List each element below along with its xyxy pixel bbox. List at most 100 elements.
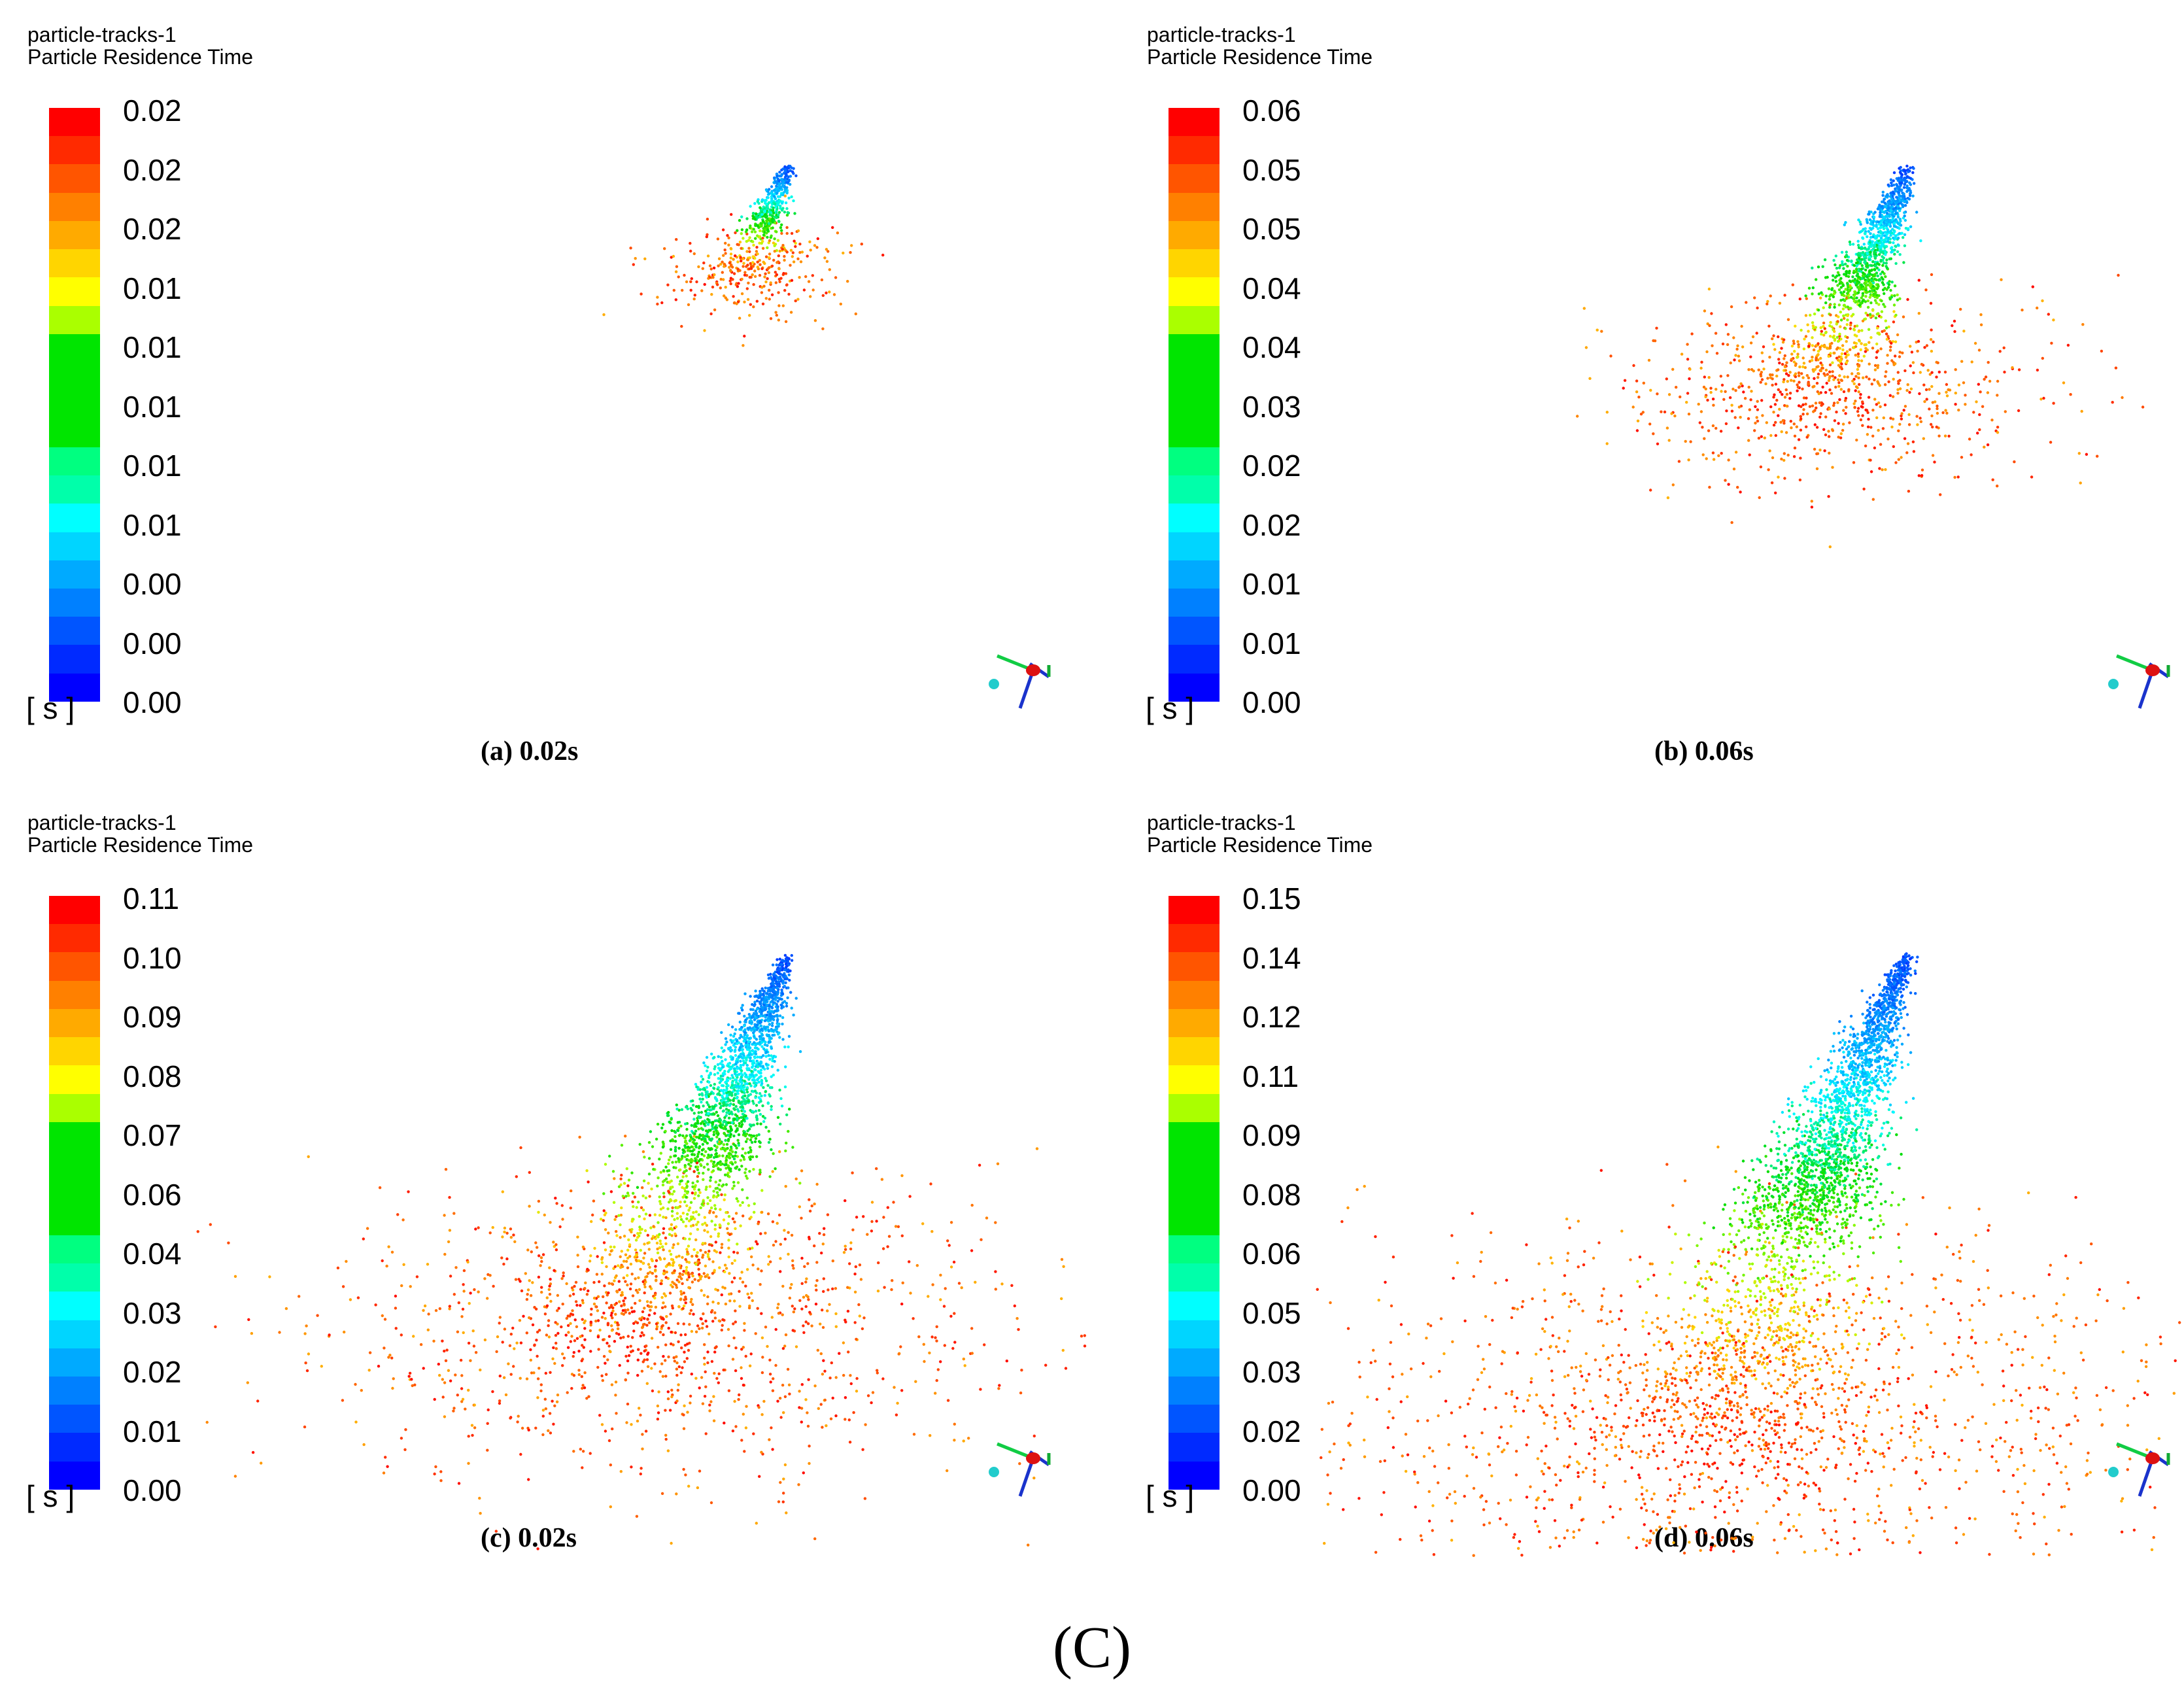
- legend-tick-label: 0.00: [123, 1473, 182, 1507]
- legend-color-band: [49, 334, 100, 363]
- plot-panel: particle-tracks-1 Particle Residence Time…: [1119, 0, 2184, 785]
- figure-label: (C): [1053, 1615, 1131, 1680]
- legend-tick-label: 0.05: [1242, 212, 1301, 246]
- legend-unit: [ s ]: [26, 1479, 75, 1513]
- axis-triad-icon: [2108, 1442, 2170, 1497]
- panel-caption: (a) 0.02s: [481, 736, 579, 766]
- legend-tick-label: 0.09: [123, 1000, 182, 1034]
- plot-panel: particle-tracks-1 Particle Residence Time…: [0, 788, 1092, 1573]
- legend-color-band: [1169, 504, 1220, 532]
- color-legend-bar: [49, 108, 100, 702]
- particle-scatter-plot: [1576, 164, 2170, 709]
- legend-color-band: [1169, 1065, 1220, 1094]
- legend-tick-label: 0.12: [1242, 1000, 1301, 1034]
- plot-variable: Particle Residence Time: [27, 45, 254, 69]
- plot-variable: Particle Residence Time: [1147, 833, 1373, 857]
- legend-tick-label: 0.02: [1242, 1414, 1301, 1448]
- legend-color-band: [1169, 532, 1220, 560]
- legend-color-band: [49, 588, 100, 617]
- legend-color-band: [49, 475, 100, 504]
- legend-color-band: [49, 532, 100, 560]
- plot-title: particle-tracks-1: [27, 23, 177, 46]
- legend-color-band: [1169, 924, 1220, 953]
- legend-tick-label: 0.09: [1242, 1118, 1301, 1152]
- legend-color-band: [1169, 673, 1220, 702]
- legend-color-band: [49, 896, 100, 925]
- legend-tick-label: 0.02: [123, 1355, 182, 1389]
- legend-color-band: [1169, 249, 1220, 278]
- legend-tick-label: 0.00: [123, 685, 182, 719]
- legend-color-band: [49, 1405, 100, 1433]
- legend-color-band: [1169, 390, 1220, 419]
- plot-variable: Particle Residence Time: [27, 833, 254, 857]
- legend-color-band: [1169, 220, 1220, 250]
- legend-color-band: [49, 1348, 100, 1377]
- plot-variable: Particle Residence Time: [1147, 45, 1373, 69]
- plot-title: particle-tracks-1: [1147, 23, 1296, 46]
- legend-color-band: [49, 617, 100, 645]
- legend-color-band: [49, 1037, 100, 1066]
- legend-color-band: [49, 108, 100, 137]
- legend-color-band: [1169, 1263, 1220, 1292]
- legend-color-band: [1169, 334, 1220, 363]
- legend-color-band: [49, 447, 100, 476]
- legend-tick-label: 0.01: [123, 1414, 182, 1448]
- legend-tick-label: 0.11: [1242, 1059, 1299, 1093]
- legend-unit: [ s ]: [1146, 691, 1195, 725]
- legend-tick-label: 0.02: [123, 94, 182, 128]
- legend-tick-label: 0.00: [123, 626, 182, 660]
- legend-color-band: [49, 305, 100, 334]
- legend-color-band: [1169, 980, 1220, 1009]
- legend-color-band: [1169, 419, 1220, 447]
- legend-color-band: [1169, 896, 1220, 925]
- legend-tick-label: 0.04: [123, 1237, 182, 1271]
- legend-color-band: [1169, 645, 1220, 674]
- legend-color-band: [1169, 1037, 1220, 1066]
- legend-color-band: [1169, 1150, 1220, 1179]
- legend-tick-label: 0.11: [123, 882, 180, 916]
- legend-color-band: [1169, 192, 1220, 221]
- legend-tick-label: 0.08: [123, 1059, 182, 1093]
- legend-color-band: [1169, 1433, 1220, 1462]
- legend-tick-label: 0.01: [123, 271, 182, 305]
- legend-color-band: [49, 645, 100, 674]
- legend-color-band: [49, 1178, 100, 1207]
- legend-color-band: [1169, 108, 1220, 137]
- legend-color-band: [49, 220, 100, 250]
- legend-tick-label: 0.01: [123, 507, 182, 542]
- legend-tick-label: 0.01: [123, 449, 182, 483]
- legend-color-band: [49, 1376, 100, 1405]
- panel-caption: (b) 0.06s: [1654, 736, 1754, 766]
- legend-color-band: [1169, 1405, 1220, 1433]
- legend-color-band: [49, 1150, 100, 1179]
- legend-color-band: [1169, 617, 1220, 645]
- legend-color-band: [49, 1121, 100, 1151]
- legend-color-band: [49, 192, 100, 221]
- legend-color-band: [49, 1207, 100, 1235]
- legend-unit: [ s ]: [26, 691, 75, 725]
- legend-color-band: [49, 1065, 100, 1094]
- panel-caption: (c) 0.02s: [481, 1523, 577, 1553]
- legend-tick-label: 0.05: [1242, 152, 1301, 187]
- legend-tick-label: 0.02: [1242, 449, 1301, 483]
- plot-title: particle-tracks-1: [1147, 811, 1296, 834]
- plot-panel: particle-tracks-1 Particle Residence Time…: [0, 0, 1092, 785]
- particle-scatter-plot: [1316, 952, 2181, 1557]
- legend-color-band: [49, 1008, 100, 1038]
- axis-triad-icon: [989, 654, 1051, 709]
- color-legend-bar: [49, 896, 100, 1490]
- axis-triad-icon: [2108, 654, 2170, 709]
- legend-tick-label: 0.06: [1242, 1237, 1301, 1271]
- legend-color-band: [49, 952, 100, 981]
- legend-tick-label: 0.01: [123, 389, 182, 424]
- legend-color-band: [1169, 588, 1220, 617]
- legend-tick-label: 0.02: [123, 212, 182, 246]
- legend-tick-label: 0.01: [1242, 626, 1301, 660]
- legend-color-band: [1169, 277, 1220, 306]
- legend-color-band: [1169, 136, 1220, 165]
- legend-tick-label: 0.14: [1242, 940, 1301, 975]
- legend-tick-label: 0.04: [1242, 271, 1301, 305]
- legend-tick-label: 0.10: [123, 940, 182, 975]
- legend-color-band: [1169, 1320, 1220, 1348]
- legend-color-band: [49, 560, 100, 589]
